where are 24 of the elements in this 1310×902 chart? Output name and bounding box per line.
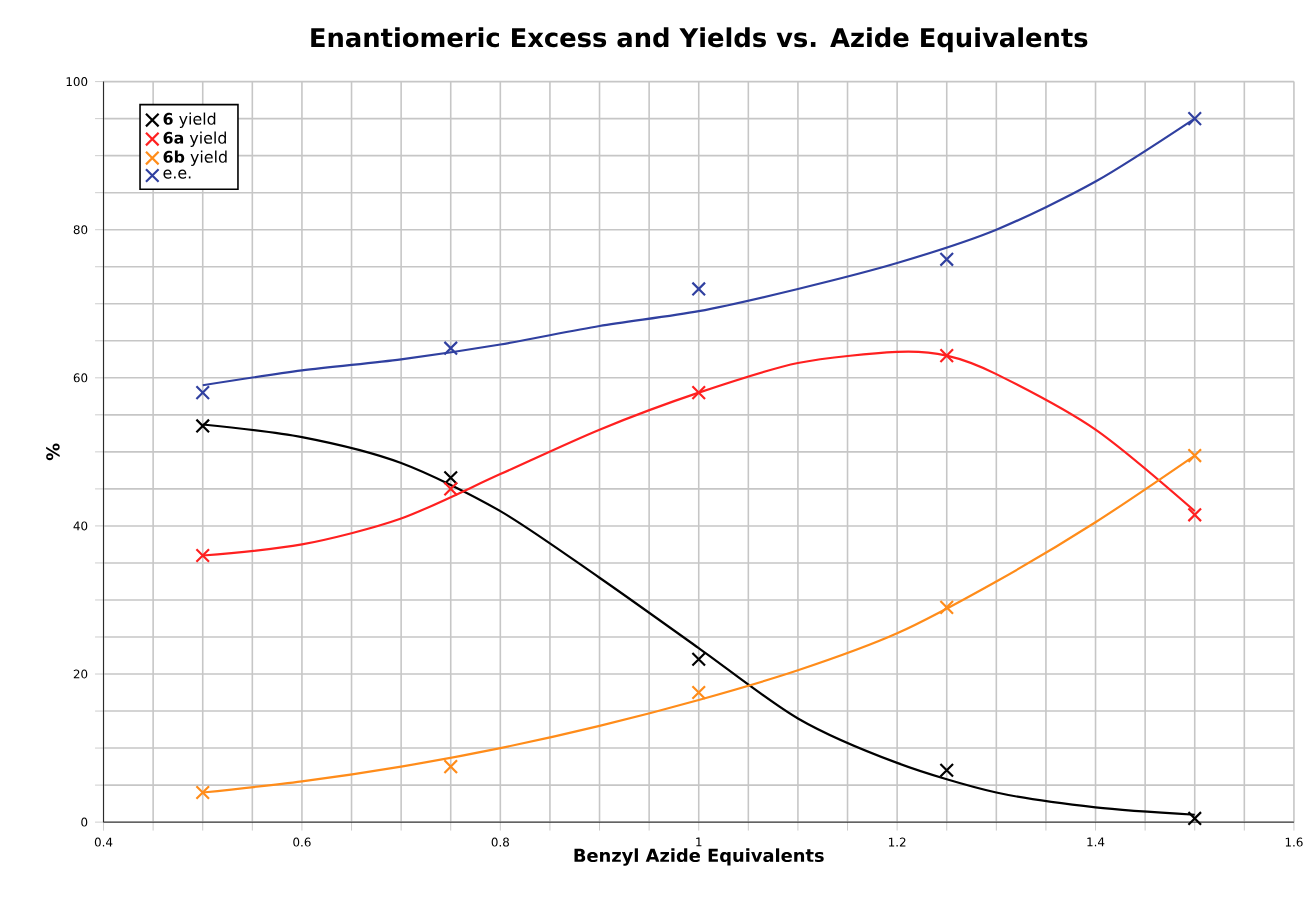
point — [443, 481, 459, 497]
point — [939, 763, 955, 778]
line-series — [201, 350, 1196, 557]
point — [939, 348, 955, 364]
point — [939, 252, 955, 267]
point — [443, 340, 459, 356]
y-axis-title: % — [46, 443, 60, 461]
point — [195, 785, 211, 801]
point — [195, 385, 211, 401]
point — [443, 470, 459, 486]
point — [195, 548, 211, 564]
point — [1187, 448, 1203, 464]
point — [691, 685, 707, 701]
x-axis-title: Benzyl Azide Equivalents — [574, 848, 824, 866]
point — [691, 651, 707, 667]
chart-title: Enantiomeric Excess and Yields vs. Azide Equivalents — [311, 27, 1088, 53]
point — [939, 600, 955, 615]
point — [1187, 507, 1203, 523]
point — [691, 281, 707, 297]
point — [443, 759, 459, 775]
point — [691, 385, 707, 401]
point — [195, 418, 211, 434]
point — [1187, 811, 1203, 826]
point — [1187, 111, 1203, 127]
